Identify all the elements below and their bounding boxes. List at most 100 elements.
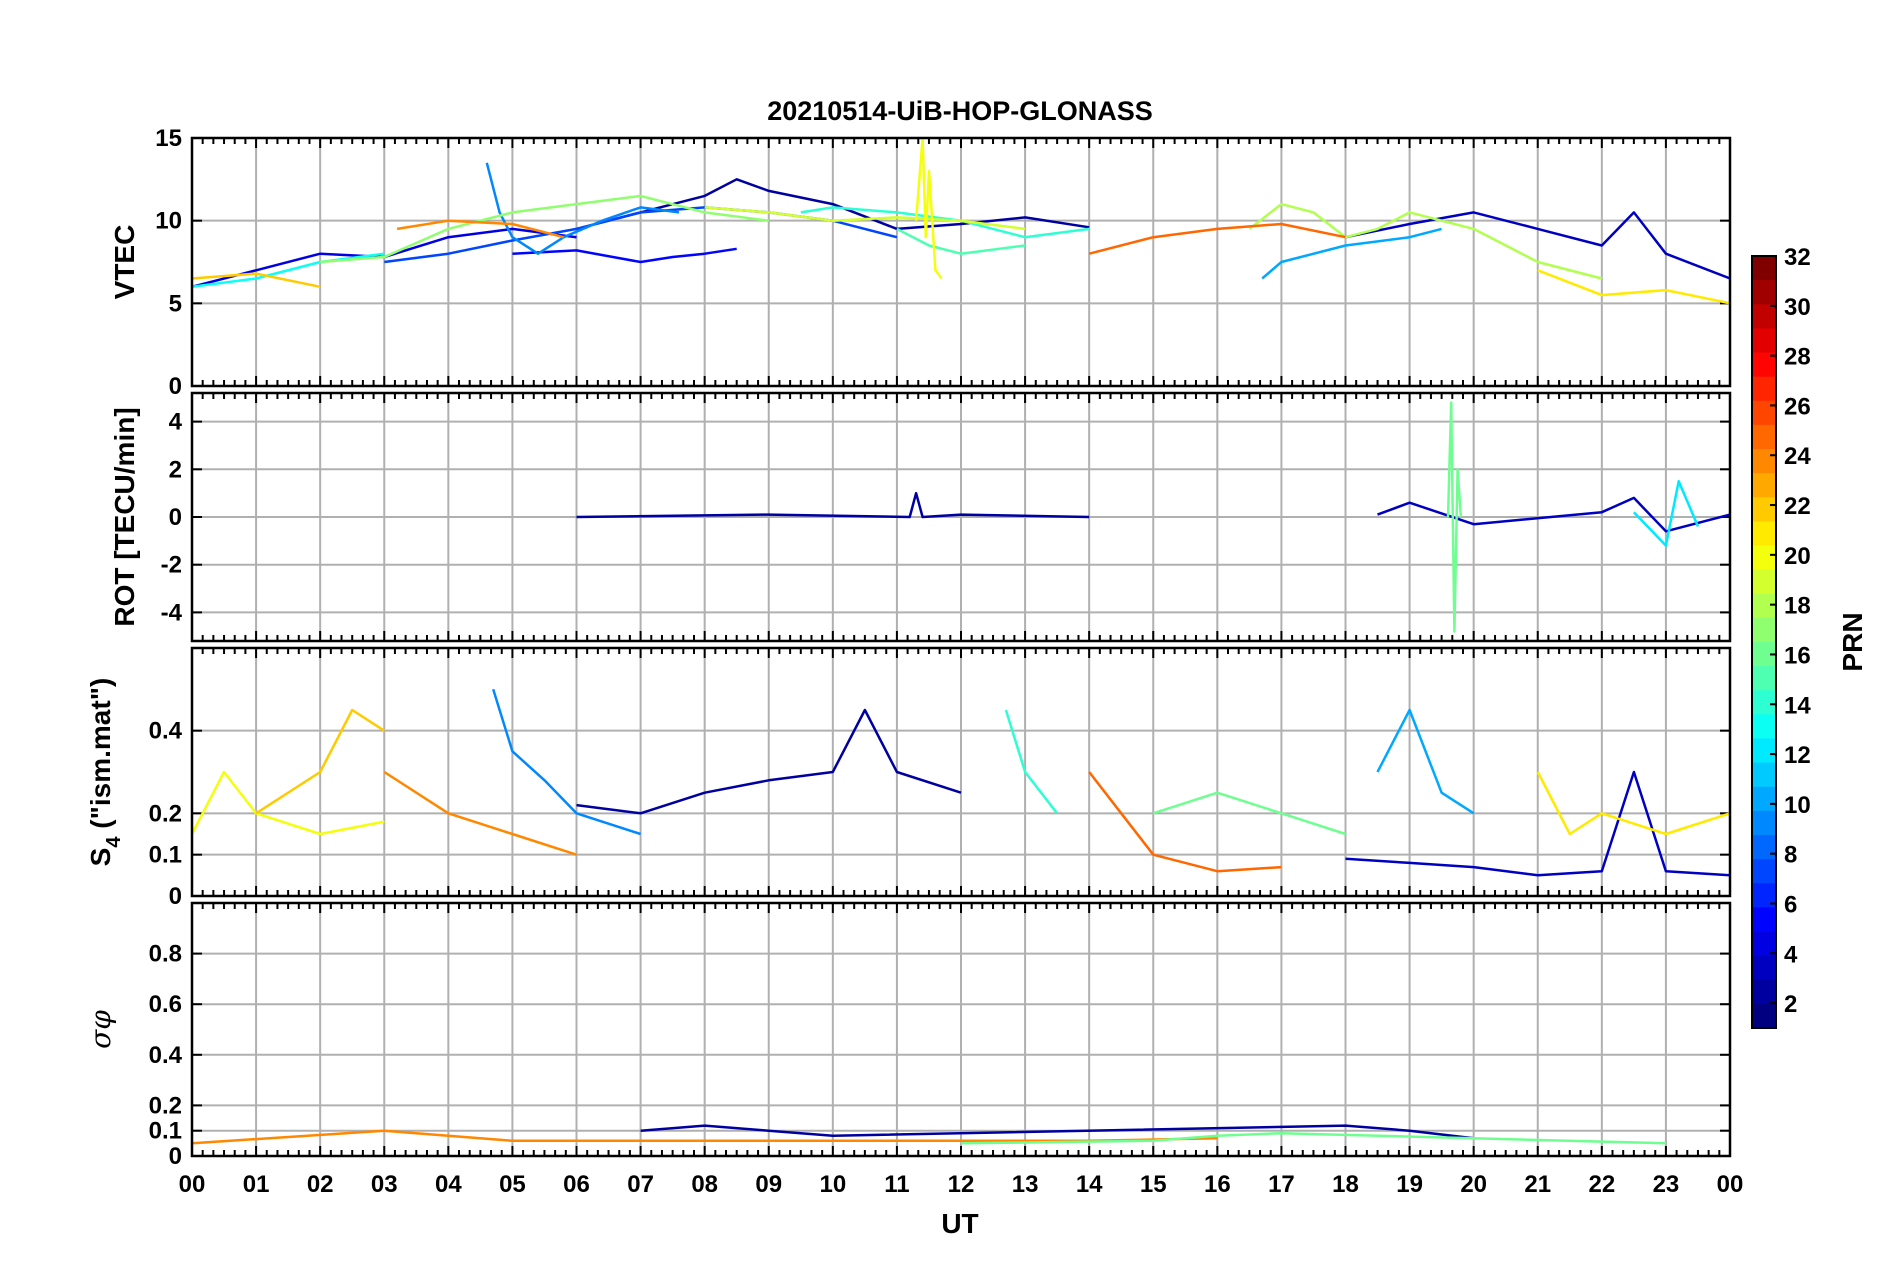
xtick-label: 01: [243, 1171, 270, 1198]
colorbar-swatch: [1752, 810, 1776, 836]
xtick-label: 18: [1332, 1171, 1359, 1198]
colorbar-swatch: [1752, 569, 1776, 595]
chart-title: 20210514-UiB-HOP-GLONASS: [767, 96, 1153, 126]
colorbar-swatch: [1752, 666, 1776, 691]
y-axis-label-sub: 4: [103, 836, 125, 848]
ytick-label: 0.4: [149, 1042, 183, 1069]
xtick-label: 00: [1717, 1171, 1744, 1198]
colorbar-swatch: [1752, 979, 1776, 1005]
xtick-label: 21: [1524, 1171, 1551, 1198]
colorbar-swatch: [1752, 907, 1776, 933]
series-prn-20: [192, 770, 385, 836]
colorbar-tick-label: 8: [1784, 842, 1797, 869]
colorbar-tick-label: 10: [1784, 792, 1811, 819]
series-prn-18: [1248, 202, 1603, 280]
axes-frame: [190, 136, 1732, 388]
series-prn-17: [320, 194, 769, 264]
panel-rot: -4 -2 0 2 4 ROT [TECU/min]: [109, 391, 1732, 643]
colorbar-tick-label: 18: [1784, 593, 1811, 620]
series-group: [192, 1124, 1666, 1145]
axes-frame: [190, 901, 1732, 1158]
colorbar-swatch: [1752, 376, 1776, 402]
series-prn-2: [576, 491, 1090, 519]
colorbar-tick-label: 24: [1784, 443, 1811, 470]
colorbar-swatch: [1752, 545, 1776, 571]
colorbar-swatch: [1752, 424, 1776, 450]
panel-sigma: 00.10.2 0.4 0.6 0.8 σφ: [84, 901, 1732, 1170]
colorbar-swatch: [1752, 521, 1776, 547]
panel-vtec: 0 5 10 15 VTEC: [109, 125, 1732, 400]
y-axis-label: σφ: [84, 1010, 117, 1049]
colorbar-tick-label: 12: [1784, 742, 1811, 769]
xtick-label: 12: [948, 1171, 975, 1198]
colorbar-swatch: [1752, 714, 1776, 740]
colorbar-swatch: [1752, 786, 1776, 812]
y-axis-label: VTEC: [109, 225, 140, 300]
panel-s4: 0 0.1 0.2 0.4 S4 ("ism.mat"): [85, 646, 1732, 910]
colorbar-swatch: [1752, 738, 1776, 764]
colorbar-tick-label: 30: [1784, 294, 1811, 321]
series-prn-24: [396, 219, 565, 239]
colorbar-swatch: [1752, 762, 1776, 788]
colorbar-tick-label: 14: [1784, 692, 1811, 719]
colorbar-tick-label: 20: [1784, 543, 1811, 570]
colorbar-tick-label: 4: [1784, 941, 1798, 968]
x-axis-label: UT: [941, 1208, 978, 1239]
colorbar-tick-label: 2: [1784, 991, 1797, 1018]
series-prn-2: [576, 708, 962, 815]
series-prn-3: [1377, 496, 1730, 533]
xtick-label: 07: [627, 1171, 654, 1198]
ytick-label: 0.1: [149, 1118, 182, 1145]
xtick-label: 17: [1268, 1171, 1295, 1198]
series-prn-25: [1088, 222, 1346, 255]
colorbar-swatch: [1752, 352, 1776, 378]
ytick-label: -4: [161, 599, 183, 626]
axes-frame: [190, 391, 1732, 643]
ytick-label: 0: [169, 1143, 182, 1170]
series-prn-9: [485, 162, 680, 255]
ytick-label: 0: [169, 373, 182, 400]
y-axis-label-main: S: [85, 848, 116, 867]
series-group: [576, 401, 1730, 633]
ytick-label: -2: [161, 552, 182, 579]
colorbar-swatch: [1752, 690, 1776, 715]
xtick-label: 16: [1204, 1171, 1231, 1198]
colorbar-swatch: [1752, 497, 1776, 522]
xtick-label: 14: [1076, 1171, 1103, 1198]
series-prn-22: [192, 272, 321, 289]
axes-frame: [190, 646, 1732, 898]
ytick-label: 0.4: [149, 718, 183, 745]
colorbar-label: PRN: [1837, 612, 1868, 671]
xtick-label: 02: [307, 1171, 334, 1198]
series-prn-20: [914, 138, 943, 280]
series-prn-9: [492, 688, 641, 836]
xtick-label: 10: [819, 1171, 846, 1198]
colorbar-tick-label: 28: [1784, 344, 1811, 371]
y-axis-label: ROT [TECU/min]: [109, 407, 140, 626]
xtick-label: 13: [1012, 1171, 1039, 1198]
ytick-label: 5: [169, 290, 182, 317]
colorbar-swatch: [1752, 280, 1776, 305]
colorbar-swatch: [1752, 256, 1776, 281]
series-prn-3: [1345, 770, 1730, 877]
colorbar-swatch: [1752, 304, 1776, 329]
xtick-label: 06: [563, 1171, 590, 1198]
colorbar-tick-label: 32: [1784, 244, 1811, 271]
series-prn-14: [1004, 709, 1059, 815]
series-prn-16: [1446, 401, 1463, 633]
ytick-label: 0.8: [149, 941, 182, 968]
series-prn-19: [704, 206, 1026, 231]
series-prn-14: [800, 206, 1090, 239]
colorbar-tick-label: 6: [1784, 891, 1797, 918]
colorbar-swatch: [1752, 328, 1776, 354]
series-prn-16: [960, 1131, 1666, 1145]
xtick-label: 04: [435, 1171, 462, 1198]
series-prn-24: [383, 770, 577, 856]
xtick-label: 20: [1460, 1171, 1487, 1198]
ytick-label: 4: [169, 409, 183, 436]
xtick-label: 15: [1140, 1171, 1167, 1198]
ytick-label: 0.6: [149, 991, 182, 1018]
